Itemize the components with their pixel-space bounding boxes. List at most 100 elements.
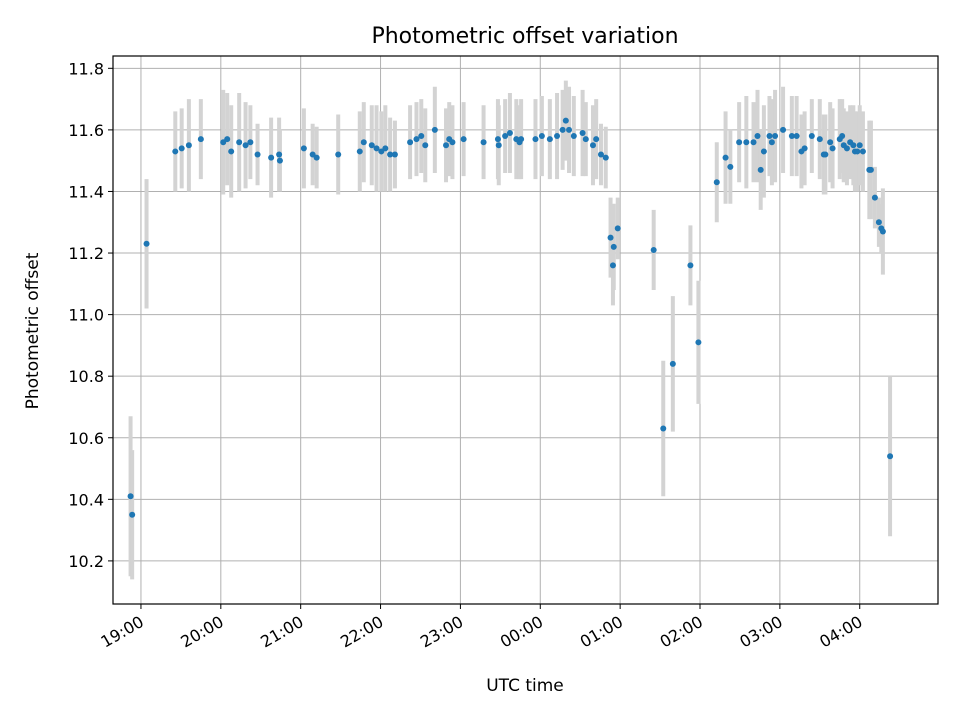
data-point [854,148,861,155]
data-point [495,142,502,149]
data-point [713,179,720,186]
data-point [695,339,702,346]
data-point [300,145,307,152]
data-point [722,154,729,161]
data-point [247,139,254,146]
data-point [228,148,235,155]
data-point [407,139,414,146]
y-tick-label: 11.0 [68,306,104,325]
data-point [460,136,467,143]
data-points [127,117,894,518]
data-point [368,142,375,149]
data-point [788,133,795,140]
data-point [822,151,829,158]
data-point [859,148,866,155]
data-point [236,139,243,146]
data-point [373,145,380,152]
data-point [610,243,617,250]
data-point [660,425,667,432]
plot-frame [112,55,939,605]
data-point [589,142,596,149]
data-point [360,139,367,146]
data-point [757,166,764,173]
data-point [743,139,750,146]
y-tick-label: 11.6 [68,121,104,140]
data-point [650,246,657,253]
y-tick-label: 10.8 [68,367,104,386]
data-point [532,136,539,143]
data-point [431,126,438,133]
data-point [827,139,834,146]
data-point [172,148,179,155]
data-point [687,262,694,269]
data-point [254,151,261,158]
data-point [502,133,509,140]
data-point [449,139,456,146]
data-point [875,219,882,226]
data-point [793,133,800,140]
data-point [562,117,569,124]
data-point [518,136,525,143]
data-point [736,139,743,146]
y-tick-label: 11.2 [68,244,104,263]
data-point [582,136,589,143]
data-point [879,228,886,235]
data-point [387,151,394,158]
data-point [856,142,863,149]
data-point [443,142,450,149]
data-point [129,511,136,518]
y-tick-label: 10.6 [68,429,104,448]
data-point [570,133,577,140]
data-point [554,133,561,140]
data-point [816,136,823,143]
data-point [559,126,566,133]
chart-title: Photometric offset variation [371,24,678,49]
y-tick-label: 10.2 [68,552,104,571]
data-point [602,154,609,161]
data-point [382,145,389,152]
data-point [766,133,773,140]
data-point [760,148,767,155]
data-point [727,163,734,170]
data-point [772,133,779,140]
data-point [850,142,857,149]
data-point [413,136,420,143]
y-axis-ticks: 10.2 10.4 10.6 10.8 11.0 11.2 11.4 11.6 11.8 [68,59,113,571]
data-point [566,126,573,133]
data-point [391,151,398,158]
data-point [224,136,231,143]
data-point [607,234,614,241]
y-axis-label: Photometric offset [23,252,43,409]
data-point [593,136,600,143]
data-point [418,133,425,140]
data-point [185,142,192,149]
data-point [614,225,621,232]
y-tick-label: 11.4 [68,182,104,201]
data-point [669,360,676,367]
data-point [178,145,185,152]
data-point [356,148,363,155]
data-point [829,145,836,152]
data-point [268,154,275,161]
data-point [808,133,815,140]
data-point [609,262,616,269]
data-point [197,136,204,143]
data-point [780,126,787,133]
data-point [422,142,429,149]
data-point [143,240,150,247]
data-point [546,136,553,143]
data-point [127,493,134,500]
data-point [801,145,808,152]
data-point [494,136,501,143]
data-point [579,129,586,136]
data-point [867,166,874,173]
y-tick-label: 11.8 [68,59,104,78]
data-point [335,151,342,158]
y-tick-label: 10.4 [68,490,104,509]
data-point [276,151,283,158]
data-point [313,154,320,161]
data-point [768,139,775,146]
data-point [242,142,249,149]
